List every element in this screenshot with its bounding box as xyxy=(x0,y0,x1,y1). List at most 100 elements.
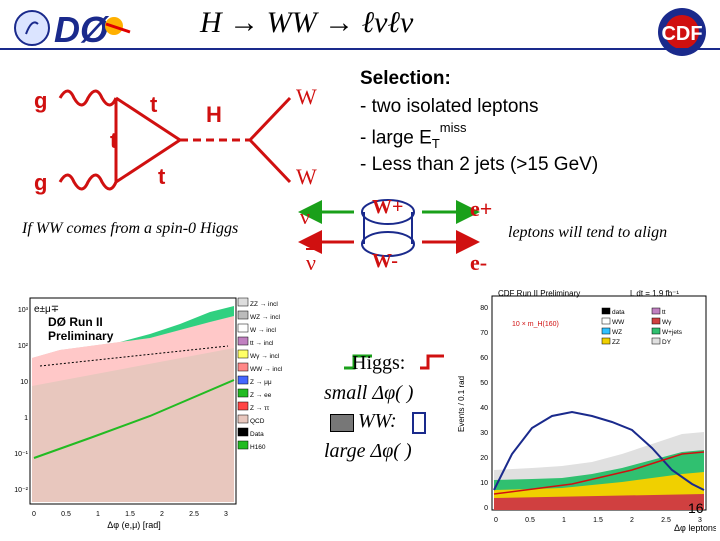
right-plot-lumi: L dt = 1.9 fb⁻¹ xyxy=(630,289,679,298)
gluon-top-line xyxy=(58,89,118,107)
left-x-tick: 1 xyxy=(96,511,100,518)
right-legend-swatch xyxy=(601,307,611,315)
feynman-diagram xyxy=(20,70,360,210)
left-y-tick: 1 xyxy=(24,415,28,422)
right-x-tick: 1 xyxy=(562,517,566,524)
right-legend-item: W+jets xyxy=(662,329,683,336)
right-x-tick: 2 xyxy=(630,517,634,524)
cdf-logo-text: CDF xyxy=(661,23,702,45)
left-x-tick: 1.5 xyxy=(125,511,135,518)
selection-item-2: - large ETmiss xyxy=(360,120,466,151)
right-legend-swatch xyxy=(651,327,661,335)
left-y-tick: 10⁻² xyxy=(14,487,28,494)
left-legend-swatch xyxy=(237,440,249,450)
ww-legend-box xyxy=(412,412,426,434)
page-number: 16 xyxy=(688,500,704,516)
selection-item-1: - two isolated leptons xyxy=(360,96,539,117)
nubar-label: ν xyxy=(306,250,316,275)
top-quark-label-2: t xyxy=(110,128,118,153)
right-legend-swatch xyxy=(651,337,661,345)
right-legend-item: WW xyxy=(612,319,625,326)
right-y-tick: 10 xyxy=(480,480,488,487)
right-legend-swatch xyxy=(651,317,661,325)
ww-legend-swatch xyxy=(330,414,354,432)
right-y-tick: 60 xyxy=(480,355,488,362)
right-plot-xlabel: Δφ leptons xyxy=(674,523,716,533)
right-x-tick: 3 xyxy=(698,517,702,524)
left-legend-item: H160 xyxy=(250,444,266,451)
left-legend-swatch xyxy=(237,362,249,372)
spin-note-right: leptons will tend to align xyxy=(508,224,668,241)
d0-logo: DØ xyxy=(6,4,146,50)
higgs-legend-icon-right xyxy=(418,354,448,375)
d0-delta-phi-plot: DØ Run II Preliminary e±μ∓ Δφ (e,μ) [rad… xyxy=(0,288,300,534)
left-legend-item: Wγ → incl xyxy=(250,353,280,360)
left-x-tick: 2.5 xyxy=(189,511,199,518)
left-legend-item: Z → ee xyxy=(250,392,272,399)
right-legend-item: DY xyxy=(662,339,672,346)
header-divider xyxy=(0,48,720,50)
left-x-tick: 0 xyxy=(32,511,36,518)
left-legend-swatch xyxy=(237,401,249,411)
selection-item-2-text: - large E xyxy=(360,127,432,149)
left-legend-item: tt → incl xyxy=(250,340,274,347)
right-legend-item: WZ xyxy=(612,329,622,336)
right-y-tick: 70 xyxy=(480,330,488,337)
spin-diagram xyxy=(292,190,512,280)
right-y-tick: 50 xyxy=(480,380,488,387)
left-plot-channel: e±μ∓ xyxy=(34,304,59,315)
left-legend-swatch xyxy=(237,375,249,385)
gluon-bottom-line xyxy=(58,173,118,191)
right-plot-higgs-legend: 10 × m_H(160) xyxy=(512,321,559,328)
right-y-tick: 0 xyxy=(484,505,488,512)
left-x-tick: 3 xyxy=(224,511,228,518)
right-legend-item: data xyxy=(612,309,625,316)
left-y-tick: 10³ xyxy=(18,307,29,314)
right-legend-item: tt xyxy=(662,309,666,316)
slide-title: H → WW → ℓνℓν xyxy=(200,6,414,39)
left-legend-item: WW → incl xyxy=(250,366,283,373)
left-legend-swatch xyxy=(237,349,249,359)
w-label-top: W xyxy=(296,84,317,109)
right-legend-swatch xyxy=(601,337,611,345)
w-label-bottom: W xyxy=(296,164,317,189)
right-x-tick: 0 xyxy=(494,517,498,524)
left-legend-swatch xyxy=(237,310,249,320)
e-plus-label: e+ xyxy=(470,196,493,221)
right-x-tick: 1.5 xyxy=(593,517,603,524)
left-legend-swatch xyxy=(237,297,249,307)
right-plot-title: CDF Run II Preliminary xyxy=(498,289,580,298)
ww-legend-large: large Δφ( ) xyxy=(324,440,412,462)
left-legend-item: ZZ → incl xyxy=(250,301,278,308)
left-legend-item: WZ → incl xyxy=(250,314,281,321)
right-y-tick: 40 xyxy=(480,405,488,412)
top-quark-label-3: t xyxy=(158,164,166,189)
gluon-label-top: g xyxy=(34,88,48,113)
higgs-legend-icon xyxy=(344,354,372,370)
right-x-tick: 0.5 xyxy=(525,517,535,524)
w-plus-label: W+ xyxy=(372,196,404,218)
left-legend-swatch xyxy=(237,336,249,346)
left-legend-swatch xyxy=(237,323,249,333)
left-legend-item: Z → μμ xyxy=(250,379,272,386)
right-legend-item: ZZ xyxy=(612,339,620,346)
right-y-tick: 30 xyxy=(480,430,488,437)
right-legend-swatch xyxy=(651,307,661,315)
right-legend-swatch xyxy=(601,317,611,325)
left-y-tick: 10 xyxy=(20,379,28,386)
left-legend-swatch xyxy=(237,427,249,437)
left-legend-item: Data xyxy=(250,431,264,438)
left-legend-item: W → incl xyxy=(250,327,277,334)
e-minus-label: e- xyxy=(470,250,488,275)
w-minus-label: W- xyxy=(372,250,398,272)
left-legend-item: QCD xyxy=(250,418,265,425)
top-quark-label-1: t xyxy=(150,92,158,117)
nu-label: ν xyxy=(300,204,310,229)
gluon-label-bottom: g xyxy=(34,170,48,195)
right-legend-item: Wγ xyxy=(662,319,672,326)
left-legend-swatch xyxy=(237,388,249,398)
left-x-tick: 2 xyxy=(160,511,164,518)
right-plot-ylabel: Events / 0.1 rad xyxy=(457,376,466,432)
higgs-legend-label: Higgs: xyxy=(352,352,406,374)
higgs-label: H xyxy=(206,102,222,127)
